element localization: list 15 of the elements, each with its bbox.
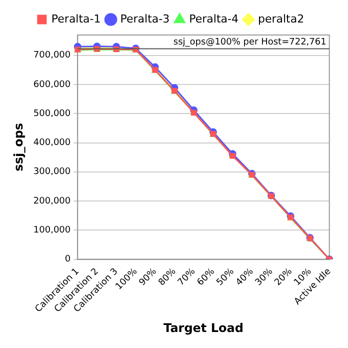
y-axis-title: ssj_ops	[11, 122, 26, 172]
legend-label: Peralta-3	[120, 12, 170, 26]
ref-line-label: ssj_ops@100% per Host=722,761	[173, 38, 326, 48]
y-tick-label: 100,000	[33, 225, 71, 236]
y-tick-label: 200,000	[33, 196, 71, 206]
y-tick-label: 500,000	[33, 108, 71, 119]
y-tick-label: 400,000	[33, 138, 71, 148]
y-tick-label: 700,000	[33, 50, 71, 61]
y-tick-label: 0	[64, 254, 71, 265]
legend-label: Peralta-4	[189, 12, 238, 26]
legend-label: peralta2	[258, 12, 304, 26]
x-axis-title: Target Load	[164, 320, 244, 335]
legend-label: Peralta-1	[51, 12, 101, 26]
y-tick-label: 600,000	[33, 80, 71, 90]
y-tick-label: 300,000	[33, 167, 71, 178]
